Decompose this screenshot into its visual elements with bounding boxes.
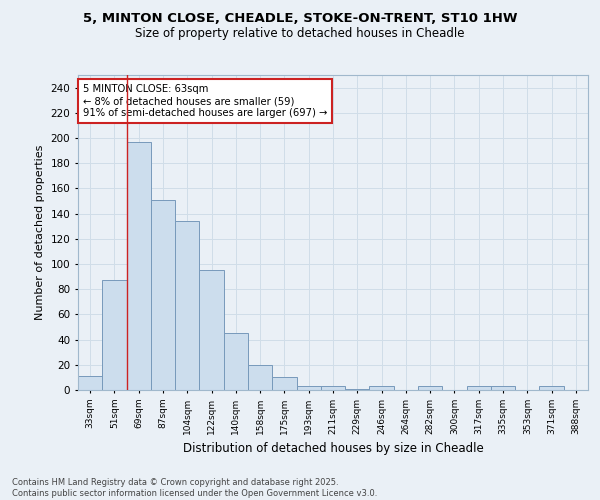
Bar — [127, 142, 151, 390]
Bar — [345, 388, 370, 390]
Text: 5 MINTON CLOSE: 63sqm
← 8% of detached houses are smaller (59)
91% of semi-detac: 5 MINTON CLOSE: 63sqm ← 8% of detached h… — [83, 84, 328, 117]
Bar — [539, 386, 564, 390]
Text: Contains HM Land Registry data © Crown copyright and database right 2025.
Contai: Contains HM Land Registry data © Crown c… — [12, 478, 377, 498]
Bar — [467, 386, 491, 390]
Bar — [296, 386, 321, 390]
Bar — [224, 334, 248, 390]
Text: Size of property relative to detached houses in Cheadle: Size of property relative to detached ho… — [135, 28, 465, 40]
Bar — [491, 386, 515, 390]
Bar — [370, 386, 394, 390]
Bar — [418, 386, 442, 390]
Bar — [248, 365, 272, 390]
Bar — [151, 200, 175, 390]
Bar — [321, 386, 345, 390]
X-axis label: Distribution of detached houses by size in Cheadle: Distribution of detached houses by size … — [182, 442, 484, 456]
Text: 5, MINTON CLOSE, CHEADLE, STOKE-ON-TRENT, ST10 1HW: 5, MINTON CLOSE, CHEADLE, STOKE-ON-TRENT… — [83, 12, 517, 26]
Bar — [175, 221, 199, 390]
Bar — [102, 280, 127, 390]
Bar — [272, 378, 296, 390]
Y-axis label: Number of detached properties: Number of detached properties — [35, 145, 45, 320]
Bar — [199, 270, 224, 390]
Bar — [78, 376, 102, 390]
